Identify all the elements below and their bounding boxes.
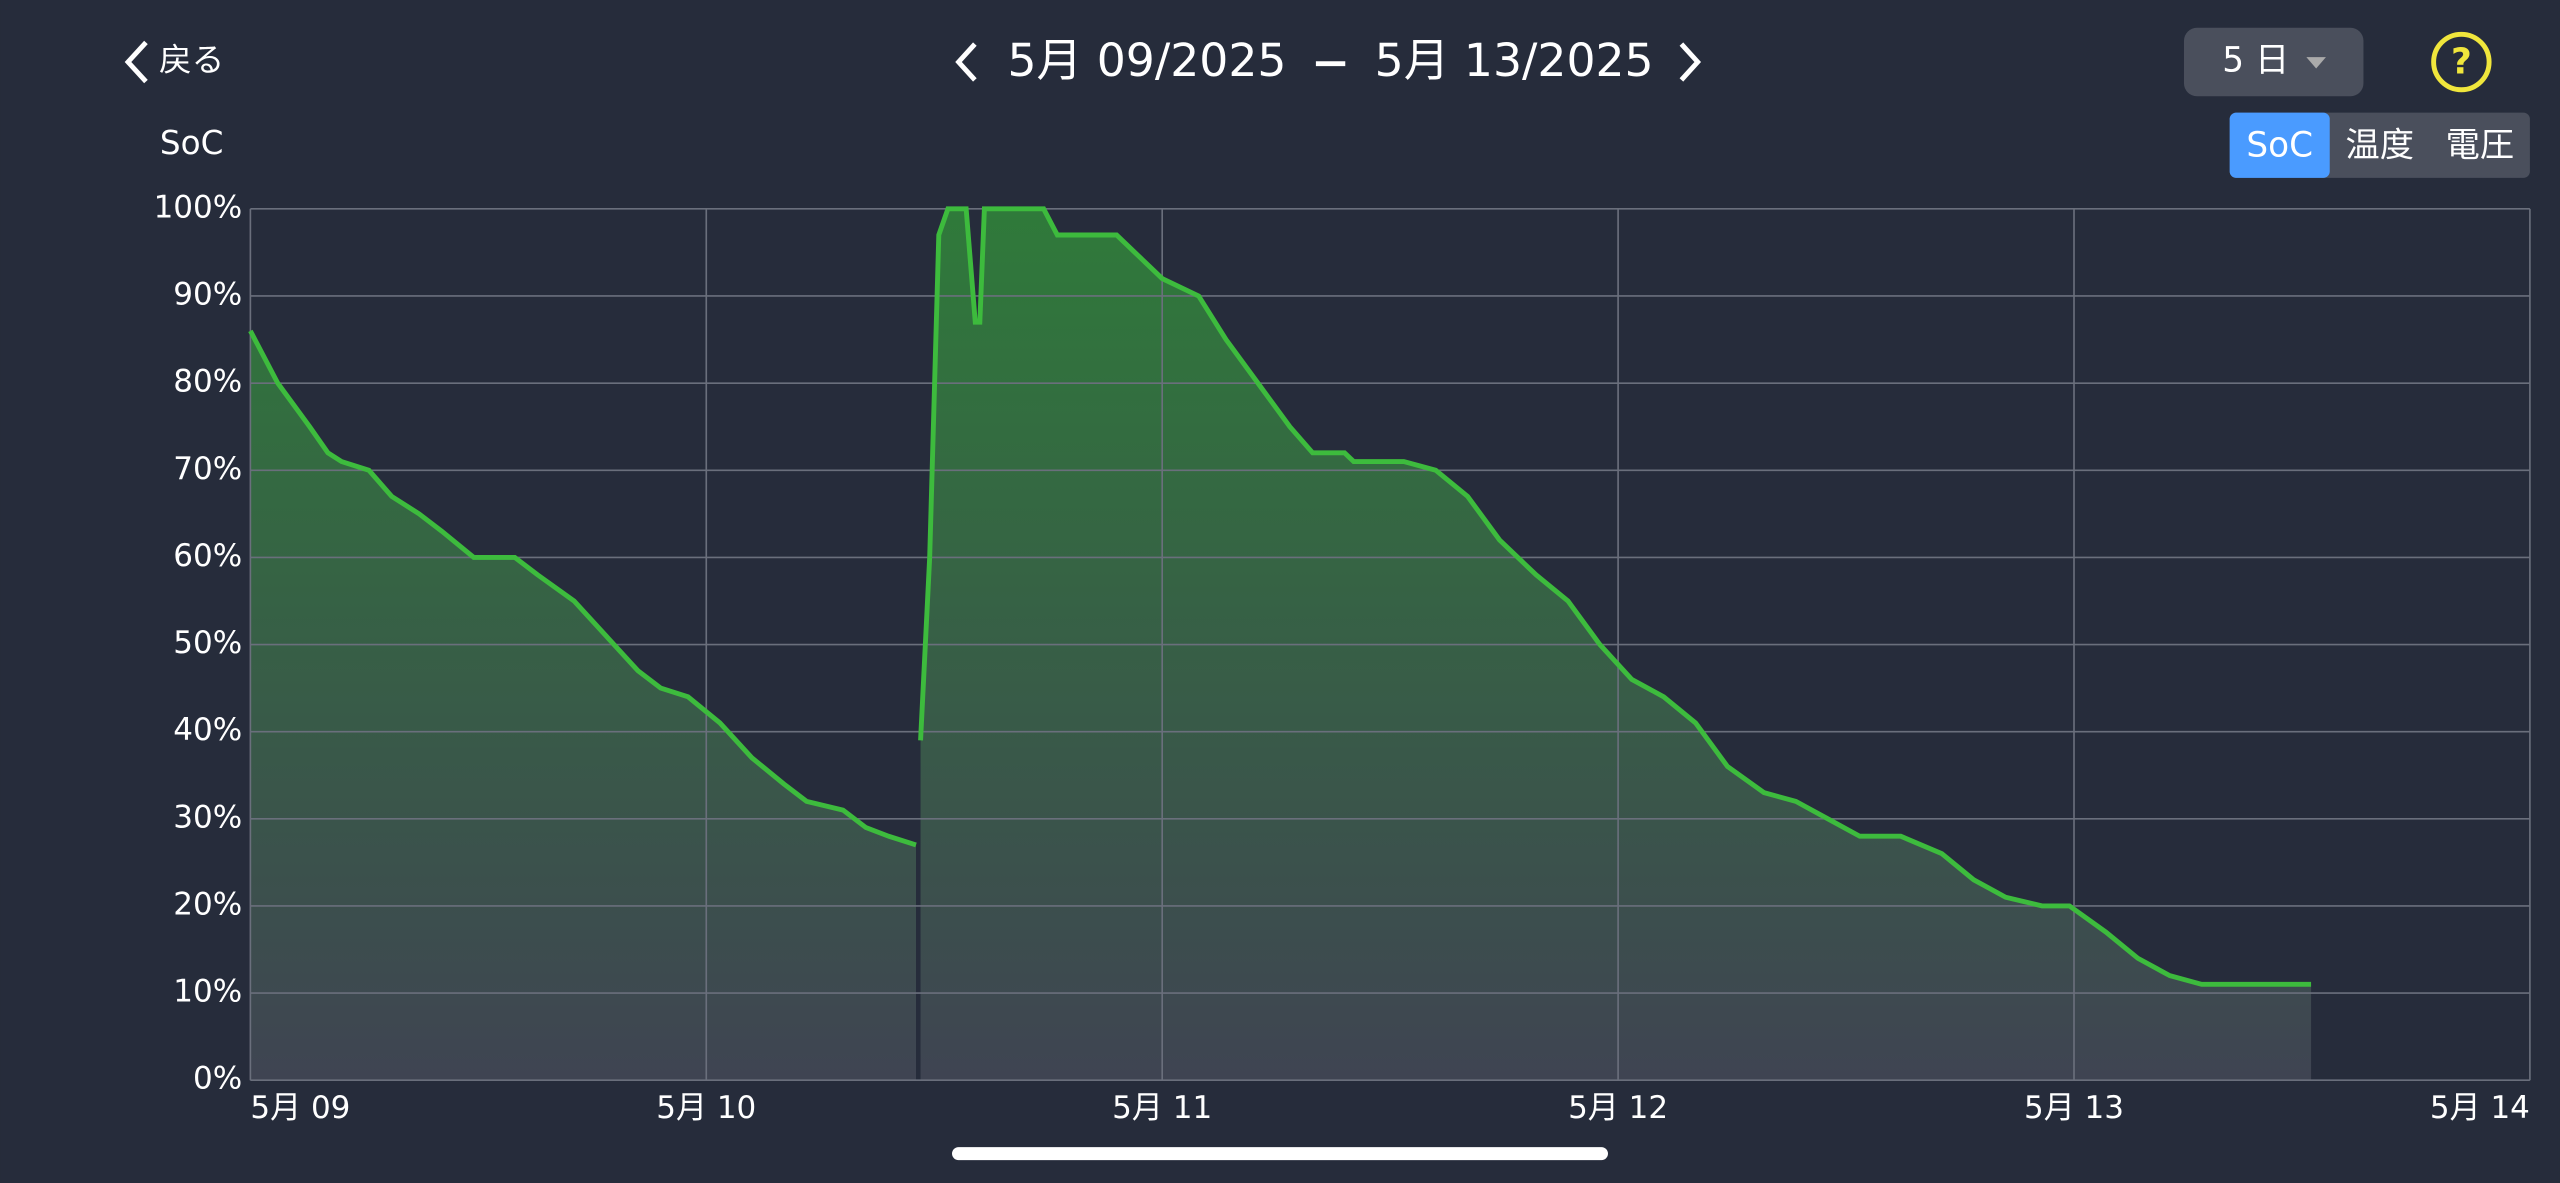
y-tick-label: 40% — [173, 712, 242, 748]
help-circle — [2431, 31, 2492, 93]
y-tick-label: 90% — [173, 276, 242, 312]
range-start: 5月 09/2025 — [1008, 34, 1287, 87]
x-tick-label: 5月 09 — [250, 1090, 350, 1126]
y-tick-label: 0% — [193, 1061, 242, 1097]
x-tick-label: 5月 13 — [2024, 1090, 2124, 1126]
x-tick-label: 5月 14 — [2430, 1090, 2530, 1126]
next-button[interactable] — [1679, 42, 1702, 82]
y-tick-label: 60% — [173, 538, 242, 574]
soc-line — [248, 206, 2312, 987]
y-tick-label: 30% — [173, 799, 242, 835]
x-tick-label: 5月 10 — [656, 1090, 756, 1126]
y-tick-label: 50% — [173, 625, 242, 661]
help-button[interactable]: ? — [2431, 31, 2492, 93]
period-label[interactable]: 5 日 — [2222, 41, 2289, 81]
dropdown-arrow — [2306, 57, 2326, 69]
tab[interactable]: 温度 — [2346, 125, 2415, 165]
home-indicator — [952, 1147, 1608, 1161]
tab[interactable]: 電圧 — [2446, 125, 2515, 165]
y-tick-label: 100% — [154, 189, 243, 225]
y-tick-label: 10% — [173, 974, 242, 1010]
x-tick-label: 5月 11 — [1112, 1090, 1212, 1126]
y-tick-label: 20% — [173, 886, 242, 922]
back-button[interactable]: 戻る — [124, 40, 224, 84]
y-tick-label: 80% — [173, 364, 242, 400]
back-label[interactable]: 戻る — [159, 41, 224, 79]
back-chevron — [124, 40, 148, 84]
range-end: 5月 13/2025 — [1375, 34, 1654, 87]
help-icon[interactable]: ? — [2451, 42, 2472, 83]
prev-button[interactable] — [955, 42, 977, 82]
y-axis-label: SoC — [160, 124, 223, 162]
x-tick-label: 5月 12 — [1568, 1090, 1668, 1126]
tab-active[interactable] — [2229, 112, 2330, 178]
tab[interactable]: SoC — [2246, 125, 2313, 165]
y-tick-label: 70% — [173, 451, 242, 487]
dropdown-box[interactable] — [2183, 27, 2364, 97]
period-dropdown[interactable]: 5 日 — [2183, 27, 2364, 97]
